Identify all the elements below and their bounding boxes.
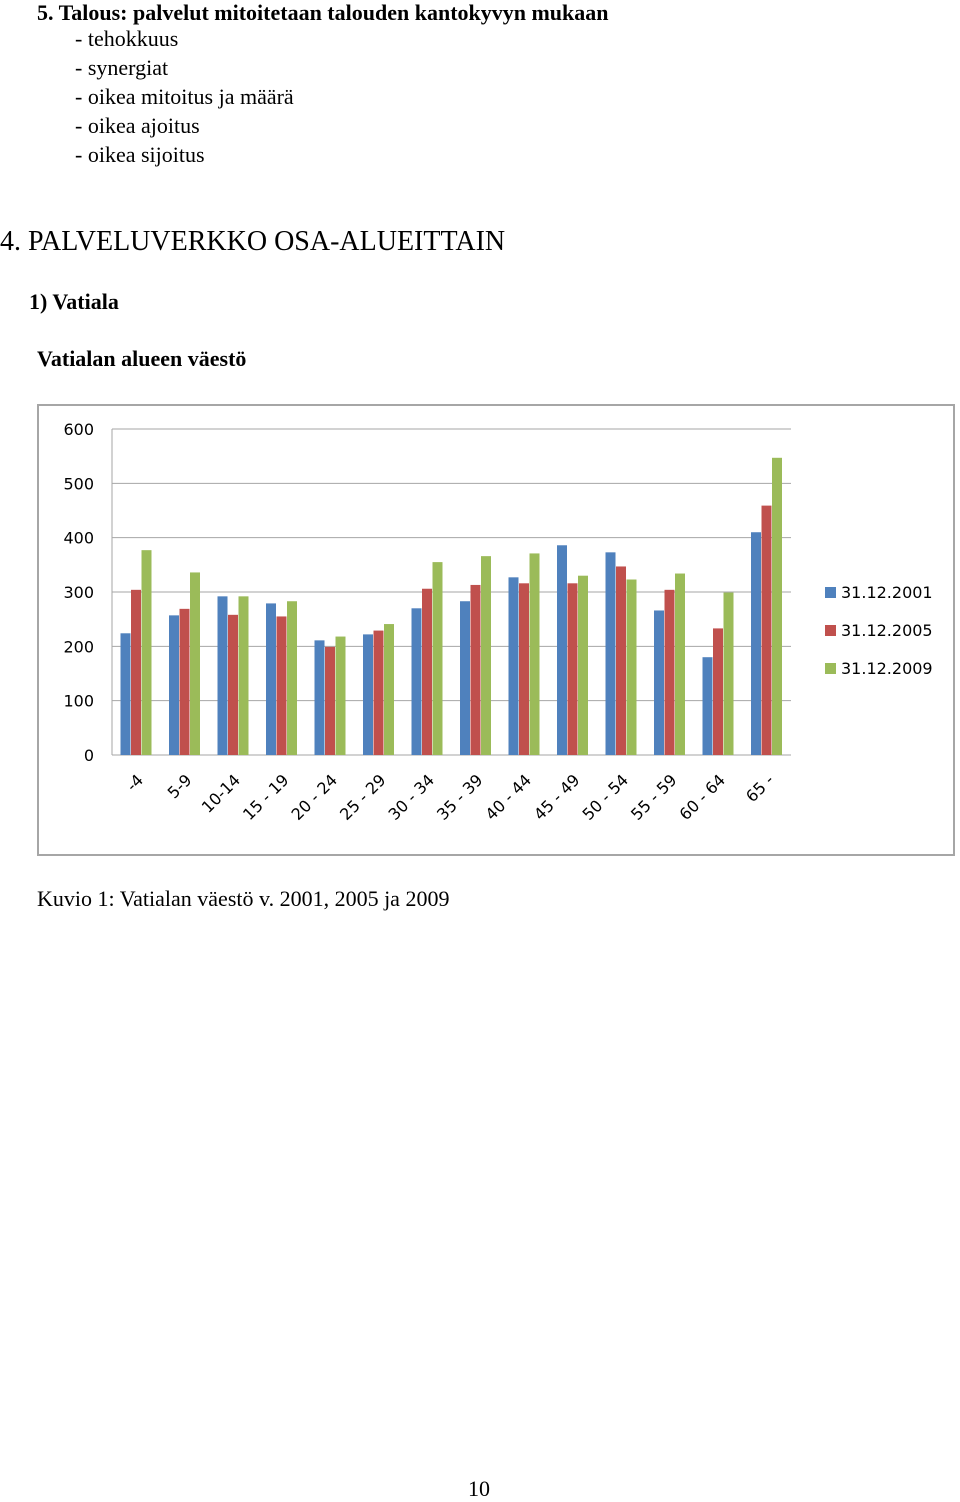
bar-31-12-2005-11: [664, 589, 675, 755]
bar-31-12-2001-12: [702, 657, 713, 755]
bar-31-12-2005-7: [470, 584, 481, 755]
x-tick-label: 45 - 49: [530, 770, 584, 824]
bar-31-12-2001-13: [751, 532, 761, 755]
y-tick-label: 200: [63, 637, 94, 656]
bar-31-12-2001-2: [217, 596, 228, 755]
x-tick-label: 40 - 44: [482, 770, 536, 824]
bullet-item: - synergiat: [75, 55, 169, 80]
bar-31-12-2009-5: [384, 624, 394, 755]
y-tick-label: 100: [63, 692, 94, 711]
y-tick-label: 600: [63, 420, 94, 439]
bullet-item: - tehokkuus: [75, 26, 179, 51]
bullet-item: - oikea ajoitus: [75, 113, 200, 138]
bar-31-12-2009-7: [481, 556, 491, 755]
bar-31-12-2009-8: [529, 553, 540, 755]
bar-31-12-2009-2: [238, 596, 249, 755]
x-tick-label: 60 - 64: [676, 770, 730, 824]
bar-31-12-2005-8: [519, 583, 529, 755]
bar-31-12-2009-11: [675, 573, 685, 755]
bar-31-12-2005-2: [228, 614, 238, 755]
bar-31-12-2005-3: [276, 616, 287, 755]
x-tick-label: 30 - 34: [385, 770, 439, 824]
bar-31-12-2001-6: [411, 608, 422, 755]
bar-31-12-2009-0: [141, 550, 152, 755]
bullet-item: - oikea sijoitus: [75, 142, 205, 167]
chart-heading: Vatialan alueen väestö: [37, 346, 247, 371]
legend-label: 31.12.2001: [841, 583, 933, 602]
x-tick-label: -4: [122, 770, 147, 795]
bar-31-12-2005-12: [713, 628, 723, 755]
x-tick-label: 15 - 19: [239, 770, 293, 824]
legend-swatch: [825, 587, 836, 598]
y-tick-label: 300: [63, 583, 94, 602]
section-5-heading: 5. Talous: palvelut mitoitetaan talouden…: [37, 0, 609, 25]
bar-31-12-2005-5: [373, 630, 384, 755]
bar-31-12-2001-10: [605, 552, 616, 755]
bullet-item: - oikea mitoitus ja määrä: [75, 84, 294, 109]
x-tick-label: 55 - 59: [627, 770, 681, 824]
x-tick-label: 65 -: [742, 770, 778, 806]
bar-31-12-2001-4: [314, 640, 325, 755]
bar-31-12-2005-9: [567, 583, 578, 755]
x-tick-label: 35 - 39: [433, 770, 487, 824]
x-tick-label: 50 - 54: [579, 770, 633, 824]
bar-31-12-2005-13: [761, 505, 772, 755]
x-tick-label: 25 - 29: [336, 770, 390, 824]
bar-31-12-2001-11: [654, 610, 664, 755]
legend-label: 31.12.2005: [841, 621, 933, 640]
legend-swatch: [825, 663, 836, 674]
bar-31-12-2001-0: [120, 633, 131, 755]
bar-31-12-2009-13: [772, 457, 782, 755]
x-tick-label: 20 - 24: [288, 770, 342, 824]
subsection-heading: 1) Vatiala: [29, 289, 119, 314]
legend-swatch: [825, 625, 836, 636]
bar-31-12-2009-4: [335, 636, 346, 755]
bar-31-12-2005-1: [179, 608, 190, 755]
chart-frame: 0 100 200 300 400 500 600 -4 5-9 10-14 15 - 19 20 -…: [37, 404, 955, 856]
bar-31-12-2005-6: [422, 588, 432, 755]
bar-31-12-2005-4: [325, 646, 335, 755]
y-tick-label: 500: [63, 474, 94, 493]
figure-caption: Kuvio 1: Vatialan väestö v. 2001, 2005 j…: [37, 886, 450, 911]
bar-31-12-2009-6: [432, 562, 443, 755]
bar-31-12-2009-12: [723, 592, 734, 755]
bar-31-12-2001-1: [169, 615, 179, 755]
bar-31-12-2001-8: [508, 577, 519, 755]
bar-31-12-2009-1: [190, 572, 200, 755]
bar-31-12-2001-7: [460, 601, 470, 755]
bar-31-12-2005-10: [616, 566, 626, 755]
x-tick-label: 5-9: [164, 770, 196, 802]
x-tick-label: 10-14: [198, 770, 244, 816]
bar-31-12-2009-10: [626, 579, 637, 755]
bar-31-12-2005-0: [131, 589, 141, 755]
page-number: 10: [468, 1476, 490, 1501]
section-4-heading: 4. PALVELUVERKKO OSA-ALUEITTAIN: [0, 226, 506, 257]
bar-31-12-2001-3: [266, 603, 276, 755]
bar-31-12-2009-3: [287, 601, 297, 755]
bar-31-12-2001-5: [363, 634, 373, 755]
bar-31-12-2001-9: [557, 545, 567, 755]
bar-31-12-2009-9: [578, 575, 588, 755]
y-tick-label: 400: [63, 529, 94, 548]
legend-label: 31.12.2009: [841, 659, 933, 678]
y-tick-label: 0: [84, 746, 94, 765]
